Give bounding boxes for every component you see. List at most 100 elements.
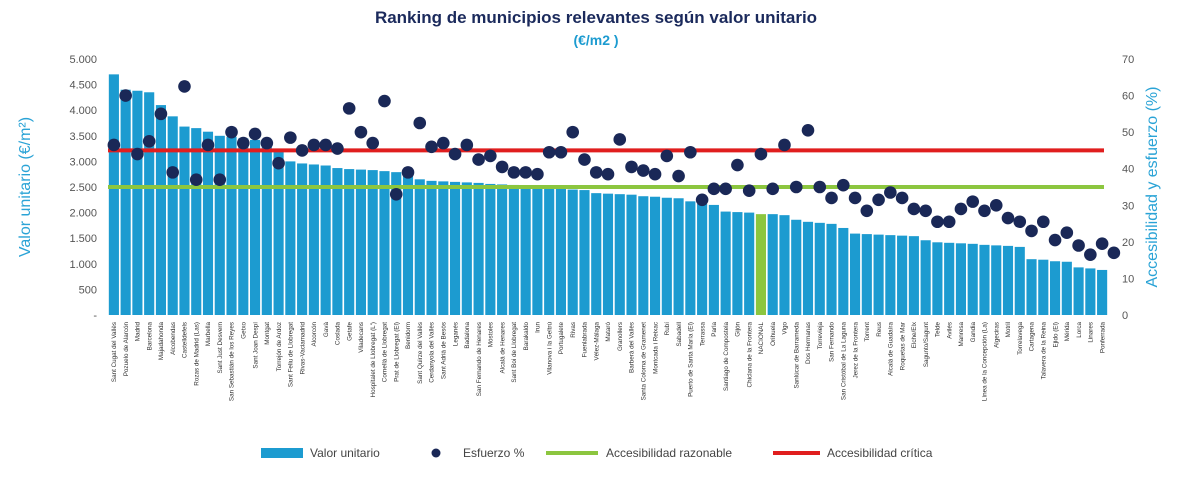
category-label: Portugalete <box>558 322 565 355</box>
bar <box>167 116 178 315</box>
effort-dot <box>1048 233 1062 247</box>
effort-dot <box>154 107 168 121</box>
effort-dot <box>836 178 850 192</box>
effort-dot <box>636 164 650 177</box>
effort-dot <box>954 202 968 216</box>
y-tick-left: 500 <box>79 284 97 296</box>
category-label: San Cristóbal de La Laguna <box>840 322 847 401</box>
bar <box>544 187 555 315</box>
category-label: Dos Hermanas <box>805 322 812 364</box>
bar <box>520 185 531 315</box>
category-label: San Sebastián de los Reyes <box>229 322 236 401</box>
bar <box>132 90 143 316</box>
category-label: Coslada <box>335 322 342 346</box>
bar <box>202 131 214 315</box>
effort-dot <box>484 149 497 163</box>
effort-dot <box>860 204 874 218</box>
bar <box>838 227 849 315</box>
effort-dot <box>825 191 838 205</box>
category-label: Vigo <box>782 322 789 335</box>
category-label: Santiago de Compostela <box>723 322 730 391</box>
category-label: Alcorcón <box>311 322 318 347</box>
category-label: Reus <box>876 322 883 337</box>
category-label: Linares <box>1088 322 1095 343</box>
effort-dot <box>178 80 191 93</box>
effort-dot <box>707 182 721 196</box>
category-label: Avilés <box>946 322 953 339</box>
legend-swatch-valor-unitario <box>261 448 303 458</box>
bar <box>802 221 814 315</box>
bar <box>814 222 825 315</box>
category-label: Vélez-Málaga <box>593 322 600 361</box>
effort-dot <box>201 138 215 152</box>
effort-dot <box>319 138 332 152</box>
y-tick-left: 4.500 <box>69 80 97 92</box>
effort-dot <box>389 188 403 201</box>
bar <box>626 194 637 315</box>
effort-dot <box>236 136 250 150</box>
category-label: Sant Cugat del Vallès <box>111 322 118 382</box>
effort-dot <box>401 166 415 179</box>
bar <box>779 215 790 315</box>
effort-dot <box>225 125 238 139</box>
category-label: Montgat <box>264 322 271 345</box>
category-label: Rivas <box>570 322 577 338</box>
y-tick-right: 30 <box>1122 200 1134 212</box>
category-label: Orihuela <box>770 322 777 346</box>
bar <box>273 151 284 315</box>
legend-label-valor-unitario: Valor unitario <box>310 446 380 460</box>
category-label: Leganés <box>452 322 459 346</box>
bar <box>120 89 131 315</box>
category-label: Sabadell <box>676 322 683 347</box>
bar <box>873 234 884 315</box>
bar <box>579 190 590 315</box>
bar <box>755 214 766 315</box>
chart-subtitle: (€/m2 ) <box>573 32 618 48</box>
category-label: Barcelona <box>146 322 153 351</box>
y-tick-left: - <box>93 310 97 322</box>
category-label: San Fernando de Henares <box>476 322 483 396</box>
reference-lines <box>108 148 1104 189</box>
category-label: Torrevieja <box>817 322 824 350</box>
category-label: Marbella <box>205 322 212 347</box>
bar <box>673 198 684 315</box>
category-label: Barakaldo <box>523 322 530 351</box>
bar <box>379 171 390 315</box>
y-axis-left-title: Valor unitario (€/m²) <box>17 117 34 257</box>
bar <box>332 168 343 315</box>
effort-dot <box>307 138 321 152</box>
category-label: Sant Adrià de Besòs <box>440 322 447 379</box>
category-label: Badalona <box>464 322 471 349</box>
category-label: Mérida <box>1064 322 1071 342</box>
category-label: Sant Feliu de Llobregat <box>288 322 295 387</box>
y-tick-right: 10 <box>1122 273 1134 285</box>
bar <box>1097 269 1108 315</box>
y-tick-left: 4.000 <box>69 105 97 117</box>
category-label: Hospitalet de Llobregat (L') <box>370 322 377 397</box>
y-axis-left-ticks: - 500 1.000 1.500 2.000 2.500 3.000 3.500 4.000 4… <box>69 54 97 322</box>
y-axis-right-title: Accesibilidad y esfuerzo (%) <box>1144 87 1161 288</box>
category-label: San Fernando <box>829 322 836 362</box>
y-tick-left: 1.000 <box>69 259 97 271</box>
bar <box>497 184 508 315</box>
effort-dot <box>1001 211 1015 225</box>
bar <box>1038 259 1049 315</box>
category-label: Getafe <box>346 322 353 341</box>
bar <box>767 214 778 315</box>
effort-dot <box>342 102 356 115</box>
legend-label-critica: Accesibilidad crítica <box>827 446 933 460</box>
category-label: Torrelavega <box>1017 322 1024 355</box>
chart-title: Ranking de municipios relevantes según v… <box>375 8 817 27</box>
bar <box>285 161 296 315</box>
bar <box>567 189 578 315</box>
category-label: Barberà del Vallès <box>629 322 636 373</box>
category-label: Vilanova i la Geltrú <box>546 322 553 375</box>
category-label: Parla <box>711 322 718 337</box>
legend-swatch-esfuerzo <box>431 448 441 458</box>
y-tick-right: 70 <box>1122 54 1134 66</box>
category-label: Ejido (El) <box>1052 322 1059 348</box>
effort-dot <box>1072 239 1085 252</box>
category-label: Telde <box>935 322 942 338</box>
bar <box>144 92 155 315</box>
category-label: Santa Coloma de Gramenet <box>640 322 647 401</box>
